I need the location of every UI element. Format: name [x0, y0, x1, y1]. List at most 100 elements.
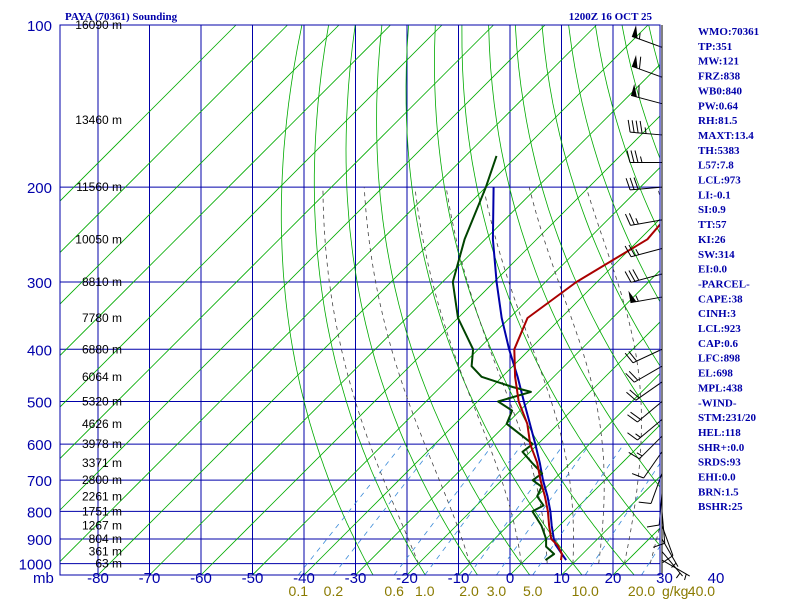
barb-shaft	[630, 219, 663, 226]
sidebar-stat: LI:-0.1	[698, 189, 731, 201]
wind-barb	[627, 419, 663, 441]
temperature-tick-label: -10	[448, 570, 470, 587]
moist-adiabat	[528, 186, 605, 564]
sidebar-stat: FRZ:838	[698, 71, 741, 83]
barb-flag	[632, 269, 640, 281]
sidebar-stat: LCL:923	[698, 323, 741, 335]
isotherm	[200, 115, 660, 575]
mixing-ratio-label: 0.1	[289, 583, 309, 599]
temperature-tick-label: 0	[506, 570, 514, 587]
pressure-tick-label: 500	[27, 394, 52, 411]
temperature-tick-label: -70	[139, 570, 161, 587]
barb-half-flag	[638, 32, 641, 40]
dry-adiabat	[568, 25, 660, 303]
height-label: 804 m	[89, 532, 122, 546]
barb-half-flag	[675, 572, 681, 579]
barb-flag	[624, 271, 632, 283]
sidebar-stat: LFC:898	[698, 353, 741, 365]
pressure-tick-label: 800	[27, 504, 52, 521]
label-layer: PAYA (70361) Sounding 1200Z 16 OCT 25 mb…	[19, 11, 725, 599]
temperature-tick-label: -80	[87, 570, 109, 587]
mixing-ratio-line	[496, 443, 591, 575]
dry-adiabat	[280, 25, 374, 575]
barb-flag	[629, 177, 635, 190]
height-label: 13460 m	[75, 113, 122, 127]
height-label: 1267 m	[82, 519, 122, 533]
height-label: 8810 m	[82, 275, 122, 289]
barb-shaft	[635, 381, 663, 401]
barb-flag	[628, 270, 636, 282]
mixing-ratio-label: 3.0	[487, 583, 507, 599]
isotherm	[60, 25, 391, 357]
isotherm	[149, 63, 660, 575]
moist-adiabat	[483, 187, 574, 564]
sidebar-stat: -WIND-	[698, 397, 737, 409]
wind-barb	[628, 435, 663, 460]
sidebar-stat: CAP:0.6	[698, 338, 739, 350]
wind-barb	[624, 348, 663, 364]
barb-flag	[627, 119, 631, 133]
wind-barb-layer	[624, 25, 690, 581]
pressure-tick-label: 600	[27, 437, 52, 454]
pressure-tick-label: 400	[27, 342, 52, 359]
isotherm	[60, 25, 237, 202]
temperature-tick-label: 30	[656, 570, 673, 587]
pressure-tick-label: 700	[27, 473, 52, 490]
wind-barb	[624, 269, 663, 283]
profile-layer	[451, 155, 660, 561]
barb-flag	[628, 370, 639, 381]
sidebar-stat: RH:81.5	[698, 115, 738, 127]
moist-adiabat	[322, 187, 419, 564]
sidebar-stat: EL:698	[698, 368, 733, 380]
height-label: 7780 m	[82, 311, 122, 325]
barb-shaft	[661, 525, 674, 556]
wind-barb	[631, 54, 663, 78]
dry-adiabat	[376, 25, 531, 575]
barb-shaft	[643, 451, 663, 479]
dry-adiabat	[541, 25, 660, 367]
barb-pennant	[631, 83, 637, 97]
isotherm	[60, 25, 288, 254]
sidebar-stat: CINH:3	[698, 308, 736, 320]
mixing-ratio-line	[424, 443, 523, 575]
barb-half-flag	[644, 127, 647, 134]
height-label: 16090 m	[75, 18, 122, 32]
barb-flag	[638, 501, 652, 504]
wind-barb	[631, 451, 663, 479]
sidebar-stat: SRDS:93	[698, 457, 741, 469]
sidebar-stat: MAXT:13.4	[698, 130, 754, 142]
sidebar-stat: L57:7.8	[698, 160, 734, 172]
barb-flag	[635, 120, 639, 133]
barb-flag	[625, 178, 631, 191]
temperature-tick-label: -30	[345, 570, 367, 587]
height-label: 1751 m	[82, 504, 122, 518]
barb-half-flag	[636, 452, 643, 457]
mixing-ratio-label: 2.0	[459, 583, 479, 599]
height-label: 4626 m	[82, 417, 122, 431]
barb-pennant	[628, 290, 637, 303]
sidebar-stat: TT:57	[698, 219, 727, 231]
barb-shaft	[661, 511, 666, 544]
dewpoint-trace	[451, 155, 556, 561]
barb-pennant	[631, 54, 638, 69]
dry-adiabat	[514, 25, 660, 428]
dry-adiabat	[313, 25, 426, 575]
barb-flag	[628, 213, 635, 225]
sidebar-stat: EHI:0.0	[698, 472, 736, 484]
height-label: 6880 m	[82, 342, 122, 356]
height-label: 2800 m	[82, 473, 122, 487]
temperature-tick-label: -20	[396, 570, 418, 587]
barb-half-flag	[635, 218, 639, 225]
pressure-tick-label: 1000	[19, 557, 52, 574]
pressure-tick-label: 300	[27, 275, 52, 292]
barb-shaft	[637, 419, 663, 441]
height-label: 3978 m	[82, 437, 122, 451]
isotherm	[97, 25, 649, 575]
height-label: 11560 m	[76, 180, 122, 194]
temperature-tick-label: -40	[293, 570, 315, 587]
mixing-ratio-label: 1.0	[415, 583, 435, 599]
temperature-trace	[513, 222, 660, 561]
sidebar-stats: WMO:70361 TP:351 MW:121 FRZ:838 WB0:840 PW:0.…	[698, 26, 759, 513]
barb-flag	[631, 473, 644, 479]
